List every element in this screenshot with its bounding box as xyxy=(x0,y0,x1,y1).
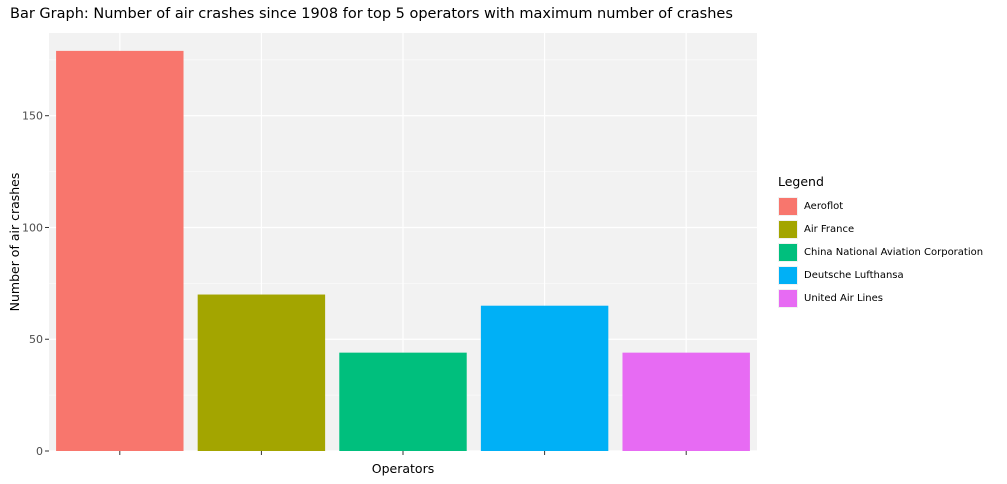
y-tick-label: 0 xyxy=(36,445,43,458)
legend-label: Deutsche Lufthansa xyxy=(804,270,904,281)
legend-items: Aeroflot Air France China National Aviatio… xyxy=(778,195,983,310)
y-tick-label: 50 xyxy=(29,333,43,346)
legend-swatch xyxy=(778,243,798,262)
legend-swatch xyxy=(778,220,798,239)
legend: Legend Aeroflot Air France China National … xyxy=(778,174,983,310)
legend-label: Aeroflot xyxy=(804,201,844,212)
legend-item: Aeroflot xyxy=(778,195,983,218)
bar xyxy=(480,305,609,451)
legend-item: Deutsche Lufthansa xyxy=(778,264,983,287)
legend-item: Air France xyxy=(778,218,983,241)
y-tick-label: 150 xyxy=(22,110,43,123)
legend-label: Air France xyxy=(804,224,855,235)
bar xyxy=(622,352,750,451)
y-axis-label: Number of air crashes xyxy=(7,173,22,312)
bar xyxy=(197,294,326,451)
legend-item: China National Aviation Corporation xyxy=(778,241,983,264)
legend-swatch xyxy=(778,289,798,308)
legend-swatch xyxy=(778,266,798,285)
chart-title: Bar Graph: Number of air crashes since 1… xyxy=(10,6,733,22)
bar xyxy=(56,50,184,451)
legend-item: United Air Lines xyxy=(778,287,983,310)
x-axis-label: Operators xyxy=(372,461,434,476)
legend-title: Legend xyxy=(778,174,824,189)
legend-label: China National Aviation Corporation xyxy=(804,247,984,258)
y-tick-label: 100 xyxy=(22,221,43,234)
legend-label: United Air Lines xyxy=(804,293,883,304)
legend-swatch xyxy=(778,197,798,216)
bar xyxy=(339,352,467,451)
